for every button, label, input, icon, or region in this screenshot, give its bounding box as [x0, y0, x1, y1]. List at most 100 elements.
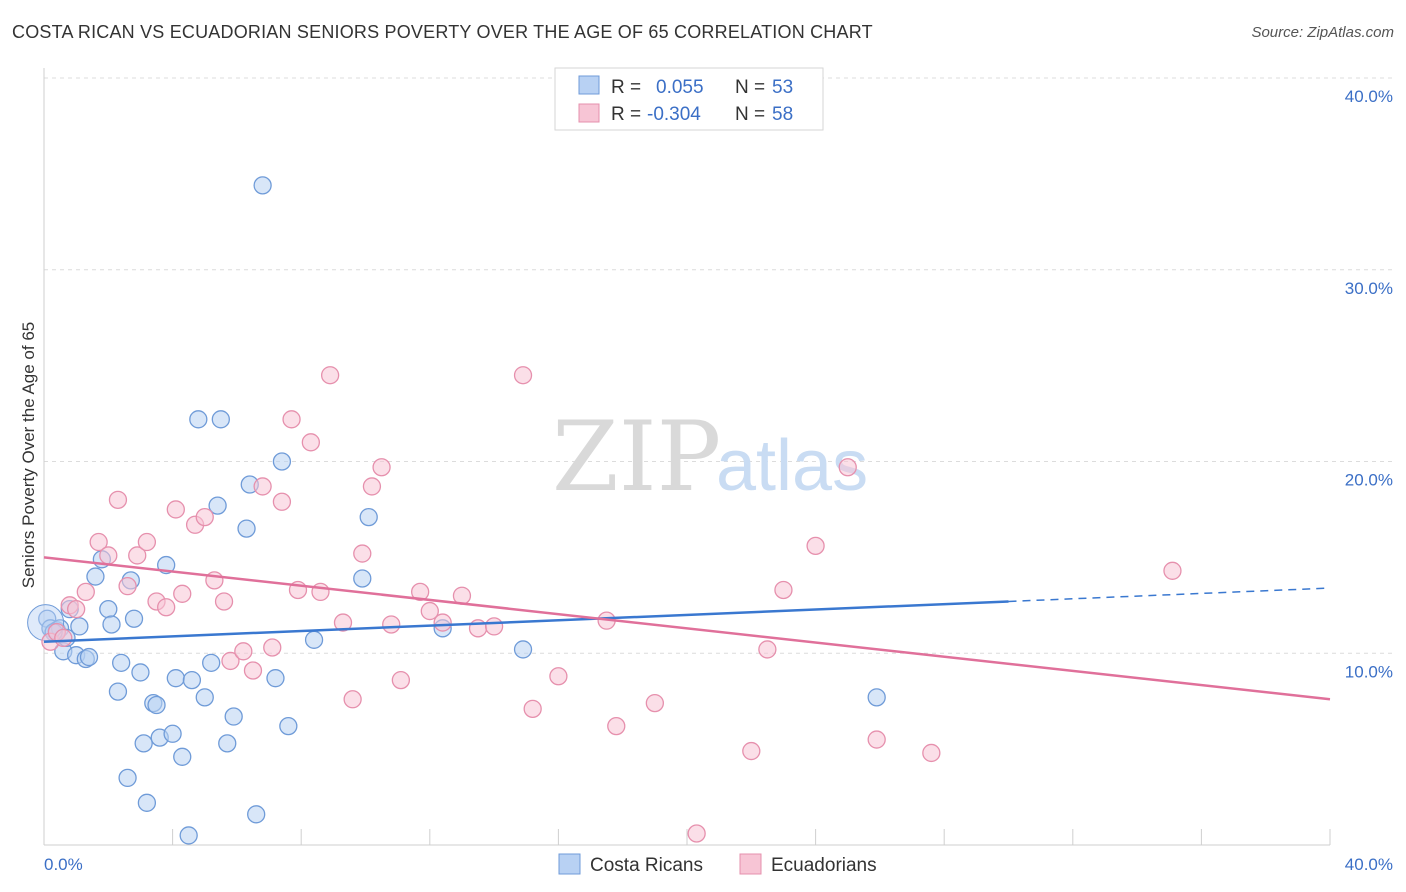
- ecuadorian-point-28: [301, 433, 320, 452]
- costa-rican-point-45: [279, 716, 298, 736]
- series-legend: Costa Ricans Ecuadorians: [558, 853, 877, 876]
- costa-rican-point-17: [118, 768, 137, 788]
- costa-rican-point-33: [195, 688, 214, 707]
- costa-rican-point-8: [70, 617, 89, 636]
- ecuadorians-trend-line: [43, 556, 1331, 701]
- y-tick-label-2: 30.0%: [1345, 279, 1393, 298]
- ecuadorian-point-35: [372, 458, 391, 477]
- ecuadorian-point-31: [333, 613, 353, 632]
- ecuadorian-point-2: [54, 628, 73, 648]
- chart-title: COSTA RICAN VS ECUADORIAN SENIORS POVERT…: [12, 22, 873, 42]
- costa-rican-point-39: [237, 519, 256, 538]
- ecuadorian-point-51: [742, 741, 761, 761]
- legend-r-label-2: R =: [611, 104, 641, 125]
- ecuadorian-point-53: [774, 580, 793, 600]
- ecuadorian-point-57: [922, 743, 941, 763]
- costa-rican-point-42: [253, 176, 272, 195]
- ecuadorian-point-9: [118, 576, 137, 596]
- ecuadorian-point-6: [89, 532, 108, 552]
- legend-n-value-2: 58: [772, 104, 793, 125]
- trend-lines: [43, 556, 1331, 701]
- bottom-legend-swatch-blue: [558, 853, 581, 875]
- costa-rican-point-41: [247, 805, 266, 824]
- axes: [43, 68, 1331, 846]
- ecuadorian-point-46: [549, 667, 568, 686]
- ecuadorian-point-45: [523, 699, 542, 719]
- costa-rican-point-13: [99, 599, 118, 619]
- costa-rican-point-10: [79, 647, 99, 667]
- ecuadorian-point-33: [353, 544, 372, 563]
- grid-lines: [44, 77, 1395, 654]
- costa-rican-point-24: [147, 695, 166, 715]
- ecuadorian-point-8: [108, 490, 128, 510]
- costa-rican-point-14: [102, 615, 121, 634]
- ecuadorian-point-36: [382, 615, 401, 634]
- y-tick-labels: 10.0% 20.0% 30.0% 40.0%: [1345, 87, 1393, 681]
- costa-rican-point-32: [189, 410, 208, 429]
- ecuadorian-point-21: [234, 642, 253, 661]
- costa-rican-point-16: [112, 653, 131, 672]
- costa-rican-point-47: [359, 507, 378, 527]
- ecuadorian-point-29: [311, 582, 330, 602]
- costa-rican-point-27: [163, 724, 182, 743]
- costa-rican-point-48: [353, 569, 372, 588]
- legend-n-value-1: 53: [772, 77, 793, 98]
- x-tick-label-0: 0.0%: [44, 855, 83, 874]
- ecuadorian-point-48: [607, 716, 626, 736]
- ecuadorian-point-26: [282, 410, 301, 429]
- ecuadorian-point-10: [128, 546, 147, 565]
- costa-rican-point-36: [211, 410, 230, 429]
- legend-r-label-1: R =: [611, 77, 641, 98]
- ecuadorian-point-17: [195, 507, 214, 527]
- ecuadorian-point-43: [484, 617, 504, 636]
- costa-rican-point-19: [124, 609, 144, 628]
- ecuadorian-point-15: [173, 584, 192, 603]
- ecuadorian-point-23: [253, 477, 272, 496]
- costa-rican-point-51: [867, 688, 886, 707]
- y-tick-label-1: 20.0%: [1345, 471, 1393, 490]
- ecuadorian-point-38: [411, 582, 430, 602]
- ecuadorian-point-52: [758, 640, 777, 659]
- legend-n-label-2: N =: [735, 104, 765, 125]
- x-tick-label-1: 40.0%: [1345, 855, 1393, 874]
- costa-ricans-trend-extension: [1008, 587, 1331, 603]
- x-tick-labels: 0.0% 40.0%: [44, 855, 1393, 874]
- costa-rican-point-30: [179, 826, 198, 845]
- ecuadorian-point-30: [320, 366, 340, 385]
- ecuadorian-point-11: [137, 532, 157, 552]
- costa-rican-point-38: [224, 707, 243, 726]
- costa-rican-point-11: [86, 567, 105, 586]
- legend-n-label-1: N =: [735, 77, 765, 98]
- costa-rican-point-43: [266, 669, 285, 688]
- legend-swatch-blue: [578, 75, 600, 95]
- ecuadorian-point-56: [867, 730, 886, 749]
- costa-rican-point-22: [137, 793, 157, 812]
- ecuadorian-point-32: [343, 690, 362, 709]
- ecuadorian-point-49: [645, 693, 664, 713]
- ecuadorian-point-54: [806, 536, 825, 556]
- costa-rican-point-29: [173, 747, 192, 766]
- costa-rican-point-20: [131, 663, 150, 682]
- legend-r-value-2: -0.304: [647, 104, 701, 125]
- ecuadorian-point-20: [221, 651, 240, 671]
- costa-rican-point-37: [218, 734, 237, 753]
- y-tick-label-3: 40.0%: [1345, 87, 1393, 106]
- watermark-zip: ZIP: [552, 401, 721, 513]
- costa-rican-point-35: [208, 496, 227, 515]
- ecuadorian-point-7: [99, 546, 118, 565]
- y-tick-label-0: 10.0%: [1345, 662, 1393, 681]
- ecuadorian-point-13: [157, 598, 176, 617]
- ecuadorian-point-34: [362, 477, 382, 496]
- bottom-legend-swatch-pink: [739, 853, 762, 875]
- costa-rican-point-15: [108, 682, 128, 701]
- costa-rican-point-50: [513, 640, 533, 659]
- ecuadorian-point-19: [214, 592, 234, 611]
- ecuadorian-point-50: [687, 824, 706, 843]
- correlation-legend: R = 0.055 N = 53 R = -0.304 N = 58: [554, 67, 824, 131]
- ecuadorian-point-24: [263, 638, 282, 657]
- ecuadorian-point-5: [76, 582, 95, 602]
- ecuadorian-point-55: [838, 458, 857, 477]
- ecuadorian-point-39: [420, 601, 439, 621]
- ecuadorian-point-22: [243, 661, 263, 680]
